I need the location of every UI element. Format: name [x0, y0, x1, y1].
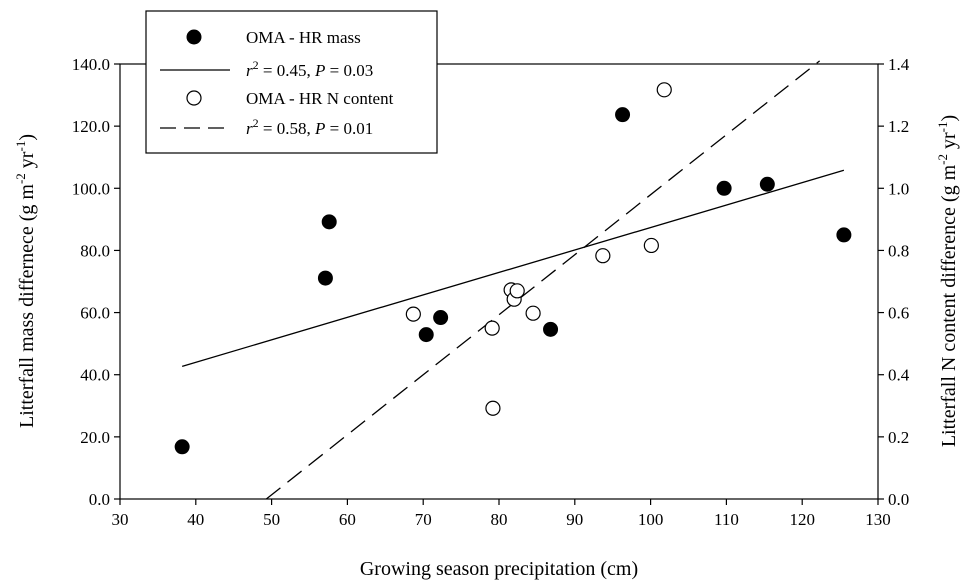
y-right-tick-label: 0.0 [888, 490, 909, 509]
mass-data-point [836, 227, 852, 243]
mass-data-point [418, 327, 434, 343]
x-tick-label: 100 [638, 510, 664, 529]
x-tick-label: 30 [112, 510, 129, 529]
legend-box [145, 10, 438, 154]
y-right-tick-label: 0.2 [888, 428, 909, 447]
y-right-tick-label: 0.4 [888, 366, 910, 385]
mass-regression-line [181, 169, 845, 367]
mass-data-point [174, 439, 190, 455]
data-points [174, 82, 852, 455]
legend-marker-open-circle [186, 90, 202, 106]
x-tick-label: 70 [415, 510, 432, 529]
legend: OMA - HR mass r2 = 0.45, P = 0.03 OMA - … [145, 10, 438, 154]
mass-data-point [321, 214, 337, 230]
mass-data-point [615, 107, 631, 123]
n-content-data-point [509, 283, 525, 299]
n-content-data-point [405, 306, 421, 322]
x-tick-label: 110 [714, 510, 739, 529]
mass-data-point [716, 180, 732, 196]
n-content-data-point [484, 320, 500, 336]
y-right-tick-label: 1.4 [888, 55, 910, 74]
x-tick-label: 60 [339, 510, 356, 529]
mass-data-point [759, 176, 775, 192]
x-axis-title: Growing season precipitation (cm) [360, 558, 638, 580]
n-content-regression-line [265, 60, 821, 500]
legend-marker-filled-circle [186, 29, 202, 45]
y-right-tick-label: 1.0 [888, 179, 909, 198]
y-left-tick-label: 120.0 [72, 117, 110, 136]
y-axis-right-title: Litterfall N content difference (g m-2 y… [935, 115, 960, 447]
legend-label-mass: OMA - HR mass [246, 28, 361, 47]
n-content-data-point [656, 82, 672, 98]
y-right-tick-label: 0.8 [888, 241, 909, 260]
y-left-tick-label: 0.0 [89, 490, 110, 509]
y-left-tick-label: 140.0 [72, 55, 110, 74]
mass-data-point [433, 310, 449, 326]
n-content-data-point [525, 305, 541, 321]
x-tick-label: 80 [491, 510, 508, 529]
x-tick-label: 40 [187, 510, 204, 529]
legend-label-n-content-stats: r2 = 0.58, P = 0.01 [246, 116, 373, 138]
x-tick-label: 130 [865, 510, 891, 529]
x-tick-label: 120 [789, 510, 815, 529]
axis-ticks: 30 40 50 60 70 80 90 100 110 120 1300.020.040.060.… [72, 55, 910, 529]
y-right-tick-label: 1.2 [888, 117, 909, 136]
regression-lines [181, 60, 845, 500]
n-content-data-point [485, 400, 501, 416]
legend-label-n-content: OMA - HR N content [246, 89, 394, 108]
n-content-data-point [643, 237, 659, 254]
mass-data-point [317, 270, 333, 286]
y-left-tick-label: 20.0 [80, 428, 110, 447]
y-axis-left-title: Litterfall mass differnece (g m-2 yr-1) [13, 134, 38, 428]
y-left-tick-label: 80.0 [80, 241, 110, 260]
y-left-tick-label: 100.0 [72, 179, 110, 198]
n-content-data-point [595, 248, 611, 264]
mass-data-point [543, 321, 559, 337]
y-left-tick-label: 40.0 [80, 366, 110, 385]
legend-label-mass-stats: r2 = 0.45, P = 0.03 [246, 58, 373, 80]
y-left-tick-label: 60.0 [80, 304, 110, 323]
x-tick-label: 90 [566, 510, 583, 529]
x-tick-label: 50 [263, 510, 280, 529]
y-right-tick-label: 0.6 [888, 304, 909, 323]
